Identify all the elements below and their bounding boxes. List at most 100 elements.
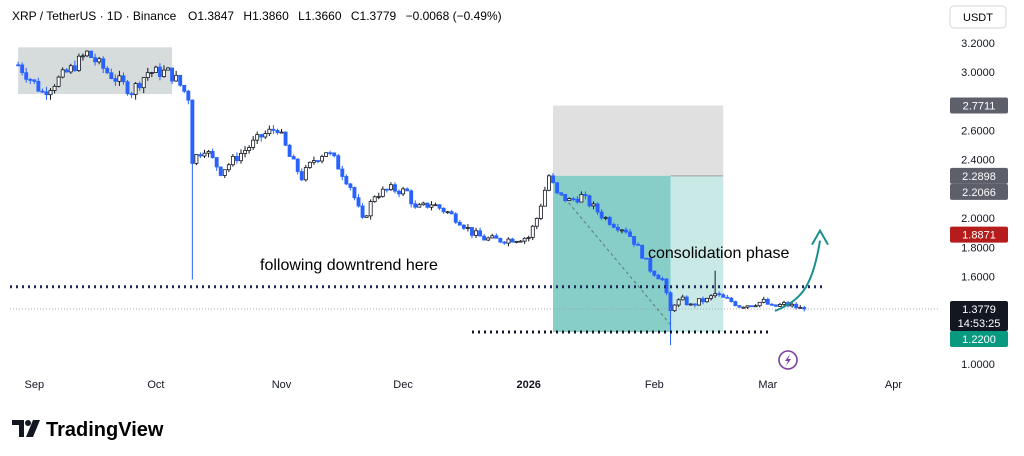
- price-axis[interactable]: 3.2000 3.0000 2.6000 2.4000 2.0000 1.8000 1.60…: [961, 38, 995, 371]
- countdown-text: 14:53:25: [958, 318, 1001, 330]
- candle-body: [737, 305, 742, 308]
- candle-body: [445, 211, 450, 214]
- candle-body: [85, 50, 89, 57]
- candle: [194, 154, 199, 166]
- candle: [384, 188, 389, 193]
- candle-body: [603, 216, 608, 219]
- candle: [93, 53, 98, 66]
- trade-zones: [18, 47, 724, 333]
- candle-body: [157, 66, 162, 77]
- candle-body: [230, 155, 235, 166]
- consolidation-annotation: consolidation phase: [648, 245, 790, 262]
- candle: [474, 227, 478, 239]
- candle: [60, 67, 65, 79]
- candle-body: [44, 91, 49, 96]
- x-tick-label: Nov: [272, 379, 292, 391]
- candle: [316, 159, 320, 164]
- candle: [133, 82, 138, 100]
- candle: [105, 65, 110, 75]
- candle: [547, 174, 551, 192]
- candle: [328, 150, 333, 156]
- candle-body: [765, 298, 770, 305]
- candle: [421, 201, 426, 206]
- price-label-text: 1.3779: [962, 304, 996, 316]
- candle: [311, 156, 316, 165]
- candle-body: [802, 307, 807, 310]
- candle: [340, 165, 345, 181]
- candle: [332, 152, 337, 158]
- time-axis[interactable]: Sep Oct Nov Dec 2026 Feb Mar Apr: [25, 379, 903, 391]
- candle: [749, 305, 754, 308]
- candle: [137, 81, 142, 91]
- candle: [52, 84, 57, 94]
- candle: [603, 216, 608, 221]
- candle-body: [247, 147, 252, 151]
- candle: [615, 223, 620, 233]
- candle-body: [705, 297, 709, 303]
- candle: [530, 224, 535, 241]
- lightning-icon[interactable]: [778, 350, 798, 370]
- candle: [624, 227, 628, 235]
- candle-body: [595, 203, 600, 213]
- candle: [619, 229, 624, 234]
- candle-body: [68, 65, 73, 73]
- candle: [28, 77, 33, 85]
- low-value: 1.3660: [305, 9, 342, 23]
- candle: [251, 135, 256, 150]
- candle-body: [360, 205, 365, 218]
- candle-body: [676, 299, 681, 306]
- candle: [518, 240, 523, 243]
- currency-button[interactable]: USDT: [949, 5, 1007, 29]
- candle-body: [790, 303, 795, 307]
- candle: [64, 67, 69, 73]
- candle: [307, 161, 312, 169]
- x-tick-label: Apr: [885, 379, 902, 391]
- candle-body: [567, 198, 572, 202]
- candle-body: [93, 57, 98, 63]
- candle: [672, 304, 677, 312]
- candle-body: [453, 213, 458, 223]
- candle: [409, 189, 414, 208]
- candlesticks: [16, 50, 807, 346]
- candle-body: [105, 67, 110, 74]
- candle: [753, 304, 758, 308]
- candle-body: [583, 194, 588, 197]
- candle: [413, 200, 418, 209]
- candle-body: [607, 216, 612, 225]
- candle-body: [263, 133, 268, 138]
- candle: [214, 157, 219, 171]
- candle-body: [490, 235, 495, 239]
- arrow-head: [811, 228, 829, 246]
- candle: [453, 212, 458, 225]
- candle-body: [28, 78, 33, 81]
- candle: [486, 236, 491, 242]
- candle-body: [510, 238, 515, 243]
- currency-label: USDT: [963, 12, 993, 24]
- tradingview-logo[interactable]: TradingView: [12, 419, 164, 441]
- candle-body: [291, 156, 296, 160]
- candle: [652, 270, 657, 277]
- candle: [36, 77, 41, 93]
- price-label: 2.7711: [950, 97, 1008, 114]
- candle: [149, 71, 154, 78]
- candle: [295, 158, 300, 175]
- candle: [243, 146, 247, 158]
- candle-body: [129, 93, 134, 96]
- candle: [401, 186, 406, 196]
- candle-body: [530, 225, 535, 238]
- open-value: 1.3847: [197, 9, 234, 23]
- candle: [490, 233, 495, 239]
- candle-body: [457, 221, 462, 226]
- candle: [587, 194, 592, 208]
- candle-body: [632, 236, 637, 245]
- candle: [425, 202, 430, 209]
- candle: [542, 186, 547, 207]
- candle-body: [619, 229, 624, 232]
- candle: [567, 197, 572, 202]
- candle-body: [255, 134, 260, 141]
- candle-body: [721, 294, 726, 298]
- high-label: H: [243, 9, 252, 23]
- candle-body: [640, 244, 645, 259]
- price-label: 2.2066: [950, 183, 1008, 200]
